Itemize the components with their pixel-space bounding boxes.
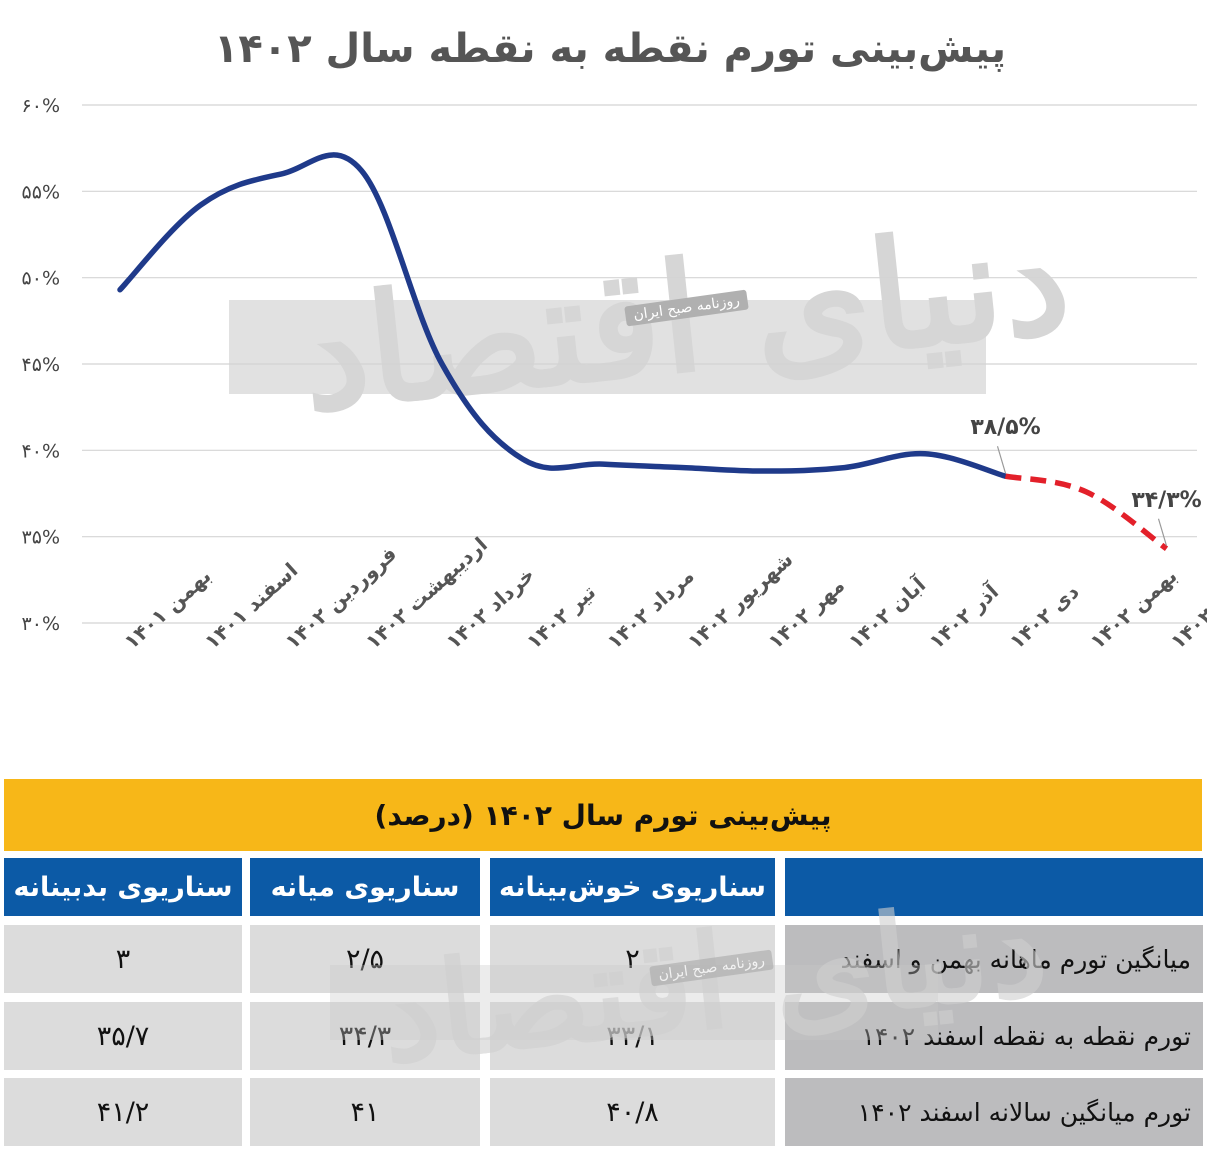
series-group — [117, 152, 1169, 551]
annotation-leader — [1157, 518, 1168, 546]
data-label: ۳۴/۳% — [1131, 488, 1201, 513]
annotations: ۳۸/۵% ۳۴/۳% — [970, 415, 1202, 546]
cell-value: ۲/۵ — [345, 943, 385, 975]
cell-value: ۳۵/۷ — [96, 1020, 150, 1052]
x-tick-label: آبان ۱۴۰۲ — [843, 571, 931, 654]
y-tick-label: ۳۰% — [22, 613, 60, 635]
y-tick-label: ۴۵% — [22, 354, 60, 376]
header-blank — [785, 858, 1203, 916]
x-tick-label: مرداد ۱۴۰۲ — [602, 564, 698, 654]
row-label: تورم میانگین سالانه اسفند ۱۴۰۲ — [857, 1097, 1191, 1127]
x-tick-label: تیر ۱۴۰۲ — [522, 580, 600, 654]
header-optimistic: سناریوی خوش‌بینانه — [490, 858, 775, 916]
cell-value: ۴۱ — [350, 1096, 380, 1128]
table-cell: ۴۱ — [250, 1078, 480, 1146]
header-label: سناریوی بدبینانه — [13, 871, 233, 903]
gridlines — [82, 104, 1197, 624]
row-label-cell: تورم نقطه به نقطه اسفند ۱۴۰۲ — [785, 1002, 1203, 1070]
x-tick-label: آذر ۱۴۰۲ — [924, 578, 1004, 654]
y-tick-label: ۵۵% — [22, 181, 60, 203]
table-cell: ۳۵/۷ — [4, 1002, 242, 1070]
table-title: پیش‌بینی تورم سال ۱۴۰۲ (درصد) — [374, 798, 832, 832]
y-axis-ticks: ۳۰% ۳۵% ۴۰% ۴۵% ۵۰% ۵۵% ۶۰% — [22, 95, 60, 635]
cell-value: ۳ — [115, 943, 131, 975]
header-label: سناریوی خوش‌بینانه — [499, 871, 766, 903]
chart-title: پیش‌بینی تورم نقطه به نقطه سال ۱۴۰۲ — [214, 26, 1006, 72]
watermark-band-chart — [229, 300, 986, 394]
table-cell: ۳ — [4, 925, 242, 993]
header-label: سناریوی میانه — [270, 871, 460, 903]
table-cell: ۳۳/۱ — [490, 1002, 775, 1070]
annotation-leader — [996, 446, 1007, 474]
cell-value: ۴۱/۲ — [96, 1096, 150, 1128]
actual-series-line — [117, 152, 1009, 479]
header-medium: سناریوی میانه — [250, 858, 480, 916]
y-tick-label: ۶۰% — [22, 95, 60, 117]
cell-value: ۴۰/۸ — [606, 1096, 659, 1128]
y-tick-label: ۵۰% — [22, 268, 60, 290]
row-label: تورم نقطه به نقطه اسفند ۱۴۰۲ — [861, 1021, 1191, 1051]
table-cell: ۲/۵ — [250, 925, 480, 993]
row-label: میانگین تورم ماهانه بهمن و اسفند — [840, 944, 1191, 974]
table-cell: ۴۰/۸ — [490, 1078, 775, 1146]
line-chart: پیش‌بینی تورم نقطه به نقطه سال ۱۴۰۲ ۳۰%۳… — [22, 26, 1207, 654]
x-tick-label: بهمن ۱۴۰۱ — [119, 564, 215, 654]
watermark-band-table — [330, 965, 938, 1040]
x-tick-label: مهر ۱۴۰۲ — [763, 573, 849, 654]
y-tick-label: ۴۰% — [22, 440, 60, 462]
y-tick-label: ۳۵% — [22, 527, 60, 549]
table-cell: ۳۴/۳ — [250, 1002, 480, 1070]
cell-value: ۳۴/۳ — [338, 1020, 392, 1052]
row-label-cell: میانگین تورم ماهانه بهمن و اسفند — [785, 925, 1203, 993]
table-cell: ۴۱/۲ — [4, 1078, 242, 1146]
row-label-cell: تورم میانگین سالانه اسفند ۱۴۰۲ — [785, 1078, 1203, 1146]
x-tick-label: دی ۱۴۰۲ — [1005, 579, 1084, 653]
data-label: ۳۸/۵% — [970, 415, 1040, 440]
x-tick-label: بهمن ۱۴۰۲ — [1085, 564, 1181, 654]
table-title-bar: پیش‌بینی تورم سال ۱۴۰۲ (درصد) — [4, 779, 1202, 851]
header-pessimistic: سناریوی بدبینانه — [4, 858, 242, 916]
cell-value: ۳۳/۱ — [606, 1020, 659, 1052]
cell-value: ۲ — [625, 943, 640, 975]
